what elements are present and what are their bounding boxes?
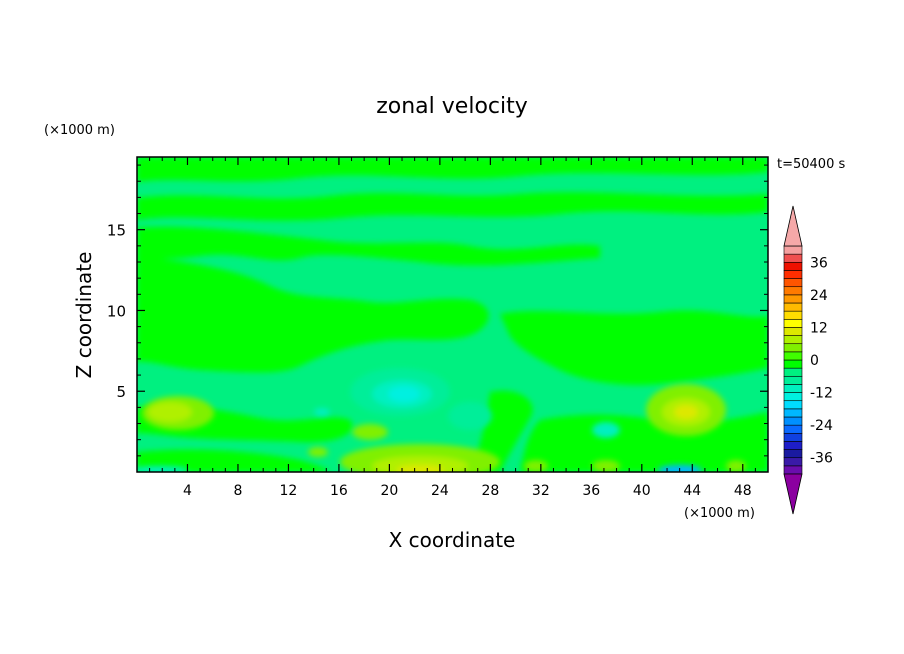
colorbar-swatch [783,343,803,353]
colorbar-swatch [783,359,803,369]
x-tick-label: 28 [481,483,499,499]
colorbar-swatch [783,416,803,426]
colorbar-swatch [783,384,803,393]
x-axis-label: X coordinate [389,528,516,552]
colorbar [783,205,803,515]
x-tick-label: 44 [683,483,701,499]
colorbar-labels: 36 24 12 0 -12 -24 -36 [810,255,833,466]
colorbar-swatch [783,441,803,450]
colorbar-swatch [783,286,803,296]
colorbar-swatch [783,261,803,271]
colorbar-swatch [783,392,803,402]
colorbar-swatch [783,400,803,410]
x-tick-label: 8 [233,483,242,499]
colorbar-swatch [783,432,803,442]
colorbar-swatch [783,270,803,279]
colorbar-tick-label: 24 [810,288,828,304]
colorbar-swatch [783,253,803,263]
colorbar-swatch [783,424,803,434]
colorbar-min-extend [783,473,803,515]
x-tick-label: 32 [532,483,550,499]
y-tick-label: 10 [107,302,126,320]
colorbar-swatch [783,457,803,467]
colorbar-swatch [783,449,803,459]
colorbar-max-extend [783,205,803,247]
colorbar-tick-label: 36 [810,255,828,271]
colorbar-tick-label: 0 [810,353,819,369]
x-tick-label: 24 [431,483,449,499]
x-tick-label: 40 [633,483,651,499]
x-unit-label: (×1000 m) [684,506,755,521]
colorbar-swatch [783,302,803,312]
y-ticks: 5 10 15 [107,164,768,457]
x-tick-label: 20 [380,483,398,499]
colorbar-swatch [783,294,803,304]
colorbar-swatch [783,465,803,475]
colorbar-swatch [783,335,803,345]
y-unit-label: (×1000 m) [44,123,115,138]
x-tick-label: 48 [734,483,752,499]
colorbar-swatch [783,310,803,320]
x-tick-label: 4 [183,483,192,499]
colorbar-tick-label: -24 [810,418,833,434]
y-axis-label: Z coordinate [72,252,96,379]
x-tick-label: 12 [280,483,298,499]
colorbar-swatch [783,327,803,336]
colorbar-tick-label: 12 [810,320,828,336]
time-label: t=50400 s [777,157,845,172]
x-ticks: 4 8 12 16 20 24 28 32 36 40 44 48 [149,157,756,499]
colorbar-swatch [783,278,803,288]
colorbar-swatch [783,351,803,361]
chart-title: zonal velocity [376,94,528,119]
velocity-field [137,157,768,472]
colorbar-swatch [783,375,803,385]
colorbar-tick-label: -12 [810,386,833,402]
colorbar-swatch [783,408,803,418]
y-tick-label: 15 [107,222,126,240]
colorbar-tick-label: -36 [810,451,833,467]
yellow-green-highlights [142,384,746,472]
colorbar-swatch [783,245,803,255]
colorbar-swatch [783,318,803,328]
x-tick-label: 36 [582,483,600,499]
colorbar-swatch [783,367,803,377]
y-tick-label: 5 [116,383,126,401]
x-tick-label: 16 [330,483,348,499]
